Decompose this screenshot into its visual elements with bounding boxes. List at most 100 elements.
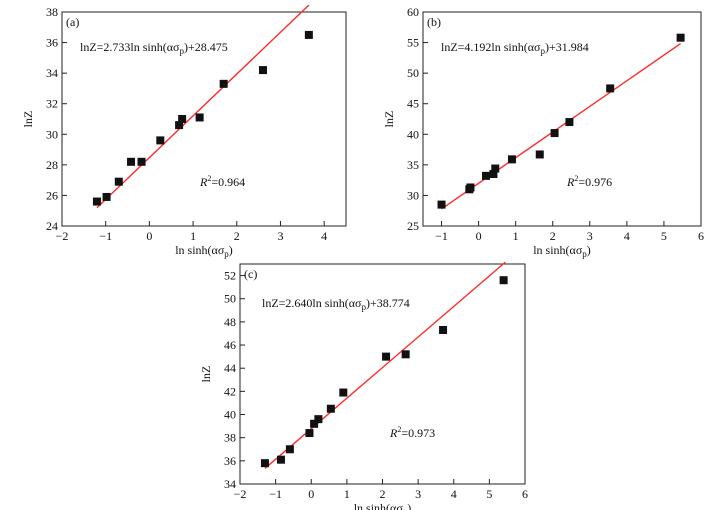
y-tick-label: 55 [407,36,419,50]
y-tick-label: 26 [46,188,58,202]
panel-label: (b) [427,15,441,29]
data-point [92,197,101,206]
x-axis-label: ln sinh(ασp) [354,501,412,510]
data-point [156,136,165,145]
x-tick-label: 3 [587,229,593,243]
data-point [339,388,348,397]
x-tick-label: −2 [56,229,69,243]
x-tick-label: −1 [435,229,448,243]
data-point [535,150,544,159]
x-tick-label: 5 [661,229,667,243]
y-tick-label: 38 [46,5,58,19]
x-tick-label: 4 [624,229,630,243]
data-point [565,118,574,127]
data-point [219,79,228,88]
y-tick-label: 50 [407,66,419,80]
x-tick-label: 0 [146,229,152,243]
y-tick-label: 34 [224,477,236,491]
data-point [310,419,319,428]
y-axis-label: lnZ [21,111,35,128]
fit-equation: lnZ=2.733ln sinh(ασp)+28.475 [80,40,228,56]
data-point [305,429,314,438]
fit-line [441,43,682,210]
y-tick-label: 30 [46,127,58,141]
x-tick-label: 1 [513,229,519,243]
data-point [304,30,313,39]
x-axis-label: ln sinh(ασp) [533,243,591,259]
x-tick-label: 2 [234,229,240,243]
x-tick-label: 0 [308,487,314,501]
y-tick-label: 28 [46,158,58,172]
data-point [276,455,285,464]
y-tick-label: 48 [224,315,236,329]
data-point [676,33,685,42]
data-point [127,157,136,166]
x-tick-label: 1 [344,487,350,501]
y-tick-label: 34 [46,66,58,80]
data-point [489,170,498,179]
data-point [137,157,146,166]
x-tick-label: 3 [415,487,421,501]
y-tick-label: 40 [407,127,419,141]
x-tick-label: 6 [698,229,704,243]
y-tick-label: 42 [224,384,236,398]
y-tick-label: 36 [46,36,58,50]
data-point [260,459,269,468]
y-tick-label: 52 [224,269,236,283]
x-tick-label: 2 [550,229,556,243]
x-tick-label: −1 [269,487,282,501]
data-point [175,121,184,130]
x-tick-label: 4 [321,229,327,243]
panel-label: (a) [66,15,79,29]
y-tick-label: 32 [46,97,58,111]
y-tick-label: 40 [224,408,236,422]
fit-line [96,4,310,209]
plot-frame [422,11,702,227]
x-axis-label: ln sinh(ασp) [175,243,233,259]
y-tick-label: 50 [224,292,236,306]
data-point [550,129,559,138]
y-axis-label: lnZ [199,366,213,383]
chart-panel-1: −2 −1 0 1 2 3 42426283032343638(a)lnZ=2.733ln … [21,4,347,259]
y-axis-label: lnZ [382,111,396,128]
y-tick-label: 46 [224,338,236,352]
x-tick-label: 3 [277,229,283,243]
x-tick-label: −1 [99,229,112,243]
r-squared: R2=0.973 [389,425,435,440]
data-point [507,155,516,164]
data-point [499,276,508,285]
x-tick-label: 6 [522,487,528,501]
fit-line [264,261,506,469]
data-point [114,177,123,186]
data-point [285,445,294,454]
data-point [437,200,446,209]
panel-label: (c) [244,267,257,281]
x-tick-label: 4 [451,487,457,501]
fit-equation: lnZ=4.192ln sinh(ασp)+31.984 [441,40,589,56]
data-point [482,171,491,180]
data-point [314,415,323,424]
y-tick-label: 45 [407,97,419,111]
data-point [466,183,475,192]
data-point [439,326,448,334]
fit-equation: lnZ=2.640ln sinh(ασp)+38.774 [262,296,410,312]
y-tick-label: 44 [224,361,236,375]
x-tick-label: −2 [234,487,247,501]
chart-panel-2: −1 0 1 2 3 4 5 62530354045505560(b)lnZ=4.192ln … [382,5,704,259]
r-squared: R2=0.964 [199,174,245,189]
x-tick-label: 5 [486,487,492,501]
y-tick-label: 30 [407,188,419,202]
y-tick-label: 35 [407,158,419,172]
x-tick-label: 1 [190,229,196,243]
data-point [102,192,111,201]
y-tick-label: 60 [407,5,419,19]
data-point [606,84,615,93]
plot-frame [61,11,347,227]
data-point [195,113,204,122]
y-tick-label: 36 [224,454,236,468]
x-tick-label: 0 [476,229,482,243]
y-tick-label: 24 [46,219,58,233]
data-point [258,66,267,75]
